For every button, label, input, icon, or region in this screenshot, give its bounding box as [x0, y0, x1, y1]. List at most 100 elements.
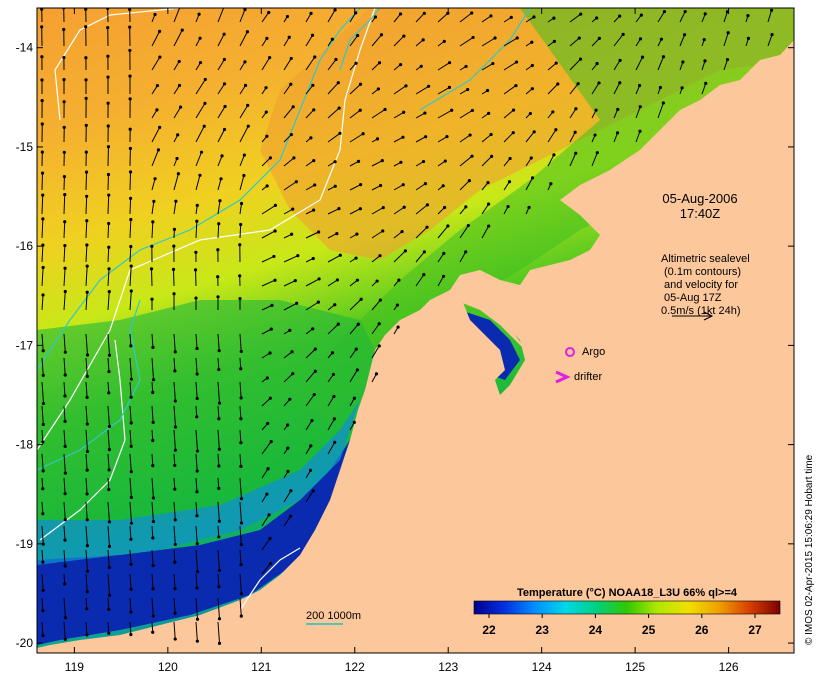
velocity-arrow-head	[404, 249, 407, 252]
velocity-arrow-head	[292, 156, 295, 159]
lat-tick-label: -18	[16, 438, 34, 452]
velocity-arrow-head	[239, 465, 242, 468]
velocity-arrow-head	[63, 220, 66, 223]
velocity-arrow-head	[549, 182, 552, 185]
velocity-arrow-head	[378, 344, 381, 347]
velocity-arrow-head	[41, 512, 44, 515]
velocity-arrow-head	[531, 87, 534, 90]
velocity-arrow-head	[470, 155, 473, 158]
colorbar-tick-label: 22	[482, 623, 496, 637]
velocity-arrow-head	[40, 25, 43, 28]
velocity-arrow-head	[531, 176, 534, 179]
velocity-arrow-head	[63, 420, 66, 423]
velocity-arrow-head	[312, 489, 315, 492]
velocity-arrow-head	[63, 582, 66, 585]
velocity-arrow-head	[108, 468, 111, 471]
velocity-arrow-head	[443, 206, 446, 209]
velocity-arrow-head	[333, 8, 336, 11]
velocity-arrow-head	[552, 16, 555, 19]
velocity-arrow-head	[217, 487, 220, 490]
velocity-arrow-head	[238, 243, 241, 246]
velocity-arrow-head	[239, 417, 242, 420]
velocity-arrow-head	[442, 252, 445, 255]
velocity-arrow-head	[354, 62, 357, 65]
velocity-arrow-head	[662, 55, 665, 58]
velocity-arrow-head	[663, 10, 666, 13]
velocity-arrow-head	[108, 290, 111, 293]
velocity-arrow-head	[174, 637, 177, 640]
velocity-arrow-head	[353, 421, 356, 424]
velocity-arrow-head	[508, 180, 511, 183]
velocity-arrow-head	[531, 64, 534, 67]
velocity-arrow-head	[337, 207, 340, 210]
velocity-arrow-head	[194, 297, 197, 300]
velocity-arrow-head	[334, 58, 337, 61]
velocity-arrow-head	[684, 10, 687, 13]
velocity-arrow-head	[238, 297, 241, 300]
velocity-arrow-head	[41, 217, 44, 220]
velocity-arrow-head	[204, 78, 207, 81]
velocity-arrow-head	[641, 55, 644, 58]
velocity-arrow-head	[86, 590, 89, 593]
velocity-arrow-head	[379, 184, 382, 187]
velocity-arrow-head	[530, 156, 533, 159]
velocity-arrow-head	[446, 224, 449, 227]
velocity-arrow-head	[63, 193, 66, 196]
velocity-arrow-head	[177, 172, 180, 175]
velocity-arrow-head	[597, 81, 600, 84]
velocity-arrow-head	[41, 150, 44, 153]
velocity-arrow-head	[176, 133, 179, 136]
velocity-arrow-head	[218, 199, 221, 202]
velocity-arrow-head	[638, 130, 641, 133]
velocity-arrow-head	[220, 154, 223, 157]
velocity-arrow-head	[151, 391, 154, 394]
velocity-arrow-head	[41, 99, 44, 102]
velocity-arrow-head	[466, 88, 469, 91]
velocity-arrow-head	[578, 36, 581, 39]
velocity-arrow-head	[311, 34, 314, 37]
velocity-arrow-head	[266, 184, 269, 187]
velocity-arrow-head	[337, 323, 340, 326]
velocity-arrow-head	[86, 265, 89, 268]
velocity-arrow-head	[150, 267, 153, 270]
velocity-arrow-head	[267, 513, 270, 516]
velocity-arrow-head	[84, 78, 87, 81]
velocity-arrow-head	[333, 441, 336, 444]
velocity-arrow-head	[218, 520, 221, 523]
velocity-arrow-head	[314, 348, 317, 351]
velocity-arrow-head	[86, 544, 89, 547]
velocity-arrow-head	[422, 38, 425, 41]
velocity-arrow-head	[359, 83, 362, 86]
velocity-arrow-head	[240, 615, 243, 618]
velocity-arrow-head	[41, 293, 44, 296]
velocity-arrow-head	[152, 200, 155, 203]
velocity-arrow-head	[292, 105, 295, 108]
velocity-arrow-head	[129, 197, 132, 200]
velocity-arrow-head	[471, 109, 474, 112]
lon-tick-label: 124	[532, 660, 552, 674]
velocity-arrow-head	[85, 195, 88, 198]
velocity-arrow-head	[265, 110, 268, 113]
velocity-arrow-head	[129, 344, 132, 347]
velocity-arrow-head	[239, 367, 242, 370]
velocity-arrow-head	[203, 102, 206, 105]
velocity-arrow-head	[294, 279, 297, 282]
velocity-arrow-head	[243, 60, 246, 63]
velocity-arrow-head	[129, 563, 132, 566]
lon-tick-label: 120	[158, 660, 178, 674]
velocity-arrow-head	[273, 279, 276, 282]
velocity-arrow-head	[85, 151, 88, 154]
velocity-arrow-head	[86, 518, 89, 521]
velocity-arrow-head	[468, 133, 471, 136]
velocity-arrow-head	[337, 81, 340, 84]
velocity-arrow-head	[129, 128, 132, 131]
velocity-arrow-head	[422, 160, 425, 163]
velocity-arrow-head	[382, 206, 385, 209]
velocity-arrow-head	[399, 63, 402, 66]
velocity-arrow-head	[130, 264, 133, 267]
velocity-arrow-head	[402, 183, 405, 186]
velocity-arrow-head	[107, 173, 110, 176]
velocity-arrow-head	[85, 124, 88, 127]
velocity-arrow-head	[338, 106, 341, 109]
